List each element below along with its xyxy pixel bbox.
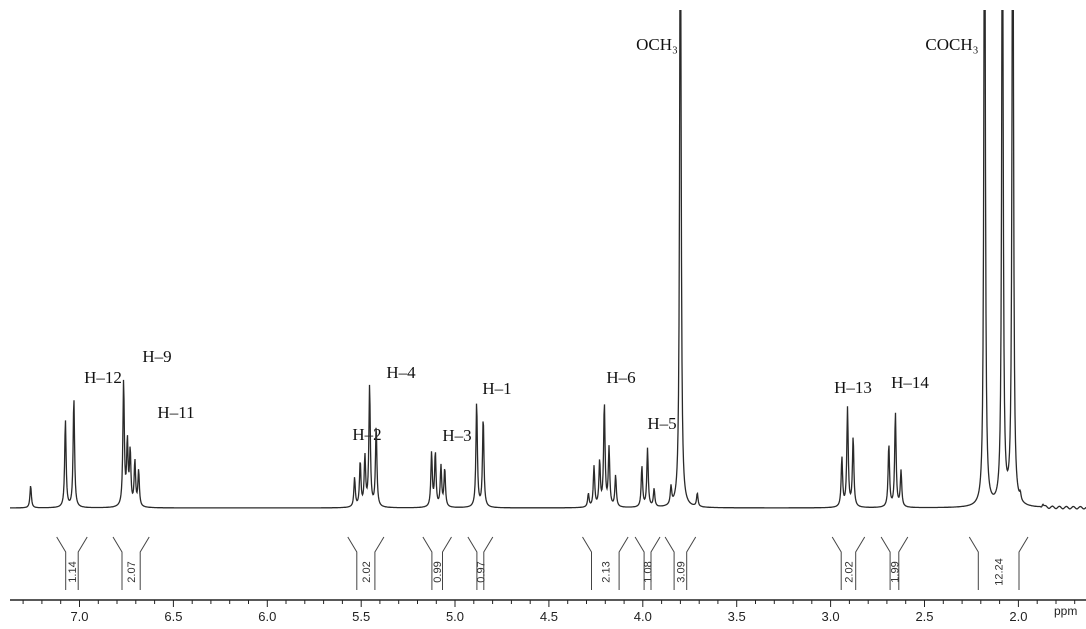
peak-label-h-9: H–9 — [142, 347, 171, 366]
integral-value: 1.08 — [643, 561, 655, 582]
integral-10: 1.99 — [880, 536, 909, 590]
integral-value: 1.99 — [890, 561, 902, 582]
integral-value: 2.13 — [600, 561, 612, 582]
integral-value: 2.02 — [844, 561, 856, 582]
integral-bracket — [664, 536, 697, 590]
peak-label-coch: COCH₃ — [925, 35, 978, 54]
integral-bracket — [582, 536, 629, 590]
integral-2: 2.07 — [112, 536, 150, 590]
peak-label-h-11: H–11 — [157, 403, 194, 422]
integral-layer: 1.14 2.07 2.02 0.99 0.97 2.13 1.08 3.09 2.02 1.99… — [56, 536, 1029, 590]
peak-label-h-4: H–4 — [386, 363, 416, 382]
spectrum-trace — [10, 10, 1086, 510]
peak-label-h-5: H–5 — [647, 414, 676, 433]
integral-6: 2.13 — [582, 536, 629, 590]
peak-label-h-6: H–6 — [606, 368, 635, 387]
tick-label: 5.5 — [352, 609, 370, 624]
peak-label-h-12: H–12 — [84, 368, 122, 387]
integral-value: 1.14 — [67, 561, 79, 582]
tick-label: 3.5 — [728, 609, 746, 624]
integral-value: 2.07 — [126, 561, 138, 582]
tick-label: 5.0 — [446, 609, 464, 624]
tick-label: 3.0 — [822, 609, 840, 624]
integral-bracket — [56, 536, 88, 590]
integral-value: 3.09 — [675, 561, 687, 582]
peak-label-layer: H–12 H–9 H–11 H–2 H–4 H–3 H–1 H–6 H–5 OCH₃ H–13 H–1… — [84, 35, 979, 445]
peak-label-h-14: H–14 — [891, 373, 929, 392]
tick-label: 2.0 — [1009, 609, 1027, 624]
tick-label: 6.5 — [164, 609, 182, 624]
integral-value: 0.97 — [475, 561, 487, 582]
integral-8: 3.09 — [664, 536, 697, 590]
ppm-axis-label: ppm — [1054, 604, 1077, 618]
integral-bracket — [968, 536, 1029, 590]
integral-bracket — [467, 536, 494, 590]
integral-3: 2.02 — [347, 536, 385, 590]
integral-bracket — [880, 536, 909, 590]
integral-value: 12.24 — [994, 558, 1006, 586]
tick-label: 6.0 — [258, 609, 276, 624]
peak-label-h-2: H–2 — [352, 425, 381, 444]
integral-value: 0.99 — [432, 561, 444, 582]
tick-label: 4.0 — [634, 609, 652, 624]
integral-bracket — [634, 536, 661, 590]
peak-label-h-1: H–1 — [482, 379, 511, 398]
integral-4: 0.99 — [422, 536, 452, 590]
integral-value: 2.02 — [361, 561, 373, 582]
tick-label: 4.5 — [540, 609, 558, 624]
integral-bracket — [422, 536, 452, 590]
peak-label-h-13: H–13 — [834, 378, 872, 397]
integral-bracket — [112, 536, 150, 590]
ppm-axis-ticks: 7.0 6.5 6.0 5.5 5.0 4.5 4.0 3.5 3.0 2.5 2.0 — [22, 600, 1076, 624]
tick-label: 2.5 — [915, 609, 933, 624]
peak-label-h-3: H–3 — [442, 426, 471, 445]
tick-label: 7.0 — [70, 609, 88, 624]
integral-5: 0.97 — [467, 536, 494, 590]
integral-bracket — [347, 536, 385, 590]
integral-bracket — [831, 536, 866, 590]
peak-label-och: OCH₃ — [636, 35, 678, 54]
integral-11: 12.24 — [968, 536, 1029, 590]
integral-7: 1.08 — [634, 536, 661, 590]
integral-1: 1.14 — [56, 536, 88, 590]
integral-9: 2.02 — [831, 536, 866, 590]
